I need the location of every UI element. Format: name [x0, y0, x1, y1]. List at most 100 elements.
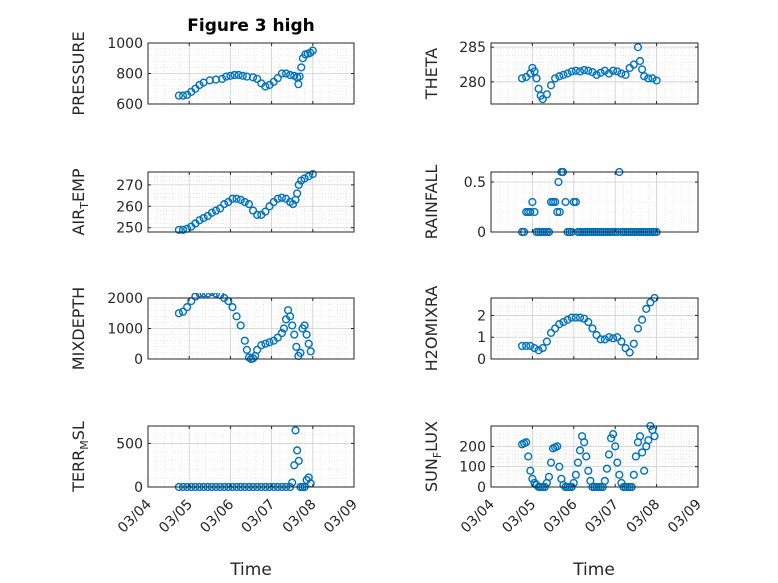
data-point: [218, 74, 227, 83]
data-point: [277, 193, 287, 202]
x-tick-label: 03/07: [582, 497, 622, 537]
data-markers: [174, 426, 315, 492]
data-point: [195, 216, 204, 225]
data-point: [644, 436, 653, 445]
data-point: [588, 324, 597, 333]
data-point: [304, 172, 313, 181]
data-point: [652, 76, 661, 85]
ylabel-main: MIXDEPTH: [69, 287, 88, 370]
data-point: [613, 333, 622, 342]
data-point: [273, 73, 282, 83]
y-tick-label: 0: [477, 225, 486, 241]
x-tick-label: 03/04: [458, 496, 498, 536]
data-point: [174, 309, 184, 318]
data-point: [606, 434, 616, 443]
data-point: [553, 442, 562, 451]
data-point: [621, 70, 630, 79]
data-point: [253, 345, 262, 354]
data-point: [563, 69, 572, 78]
data-point: [555, 72, 564, 81]
data-point: [542, 90, 551, 99]
data-point: [288, 321, 297, 330]
data-point: [596, 68, 605, 77]
axes-box: [490, 425, 699, 488]
data-point: [178, 91, 188, 100]
y-tick-label: 0: [477, 352, 486, 368]
data-point: [551, 324, 560, 333]
figure-title: Figure 3 high: [187, 16, 315, 36]
data-point: [592, 330, 601, 340]
ylabel-subscript: M: [78, 440, 91, 450]
data-point: [222, 72, 231, 81]
data-point: [530, 478, 539, 488]
x-tick-label: 03/09: [321, 497, 361, 537]
x-tick-label: 03/04: [115, 496, 155, 536]
data-point: [273, 194, 282, 203]
x-tick-label: 03/08: [624, 497, 664, 537]
data-point: [294, 180, 303, 189]
data-point: [522, 341, 531, 351]
subplot-air_temp: 250 260 270 AIRTEMP: [69, 168, 355, 237]
y-tick-label: 1000: [107, 36, 143, 52]
data-point: [195, 293, 204, 298]
data-point: [253, 210, 262, 219]
data-point: [178, 225, 188, 234]
data-point: [293, 189, 302, 198]
data-point: [609, 66, 618, 75]
data-point: [296, 348, 305, 358]
axes-box: [490, 42, 699, 105]
data-point: [265, 202, 274, 211]
y-tick-label: 2000: [107, 291, 143, 307]
data-point: [526, 466, 535, 475]
data-point: [633, 43, 643, 52]
ylabel-main: TERR: [69, 450, 88, 493]
data-point: [248, 73, 258, 82]
data-point: [277, 328, 287, 338]
data-point: [234, 70, 243, 80]
data-point: [609, 430, 618, 439]
data-point: [534, 84, 543, 93]
data-point: [629, 470, 638, 479]
data-point: [644, 74, 653, 83]
data-point: [294, 456, 303, 465]
data-point: [236, 195, 245, 204]
ylabel-h2omixra: H2OMIXRA: [422, 286, 441, 372]
data-point: [226, 71, 235, 80]
data-point: [300, 174, 309, 183]
ylabel-main: SUN: [422, 458, 441, 492]
data-point: [573, 458, 583, 467]
data-point: [178, 307, 188, 316]
data-point: [257, 341, 266, 350]
data-point: [174, 91, 184, 100]
data-point: [308, 170, 317, 179]
ylabel-rainfall: RAINFALL: [422, 165, 441, 240]
data-point: [292, 342, 301, 351]
ylabel-main: THETA: [422, 48, 441, 100]
ylabel-main: PRESSURE: [69, 31, 88, 115]
data-point: [291, 426, 300, 435]
ylabel-tail: EMP: [69, 168, 88, 202]
subplot-sun_flux: 0 100 200 03/04 03/05 03/06 03/07 03/08 03/09 SUN…: [422, 421, 705, 536]
data-point: [183, 303, 192, 312]
ylabel-tail: LUX: [422, 421, 441, 452]
data-point: [567, 313, 576, 322]
data-point: [554, 177, 563, 187]
data-point: [571, 470, 580, 479]
data-point: [551, 74, 560, 83]
y-tick-label: 600: [116, 97, 143, 113]
data-point: [567, 67, 576, 76]
data-point: [609, 334, 618, 343]
ylabel-main: H2OMIXRA: [422, 286, 441, 372]
axes-box: [147, 171, 355, 233]
data-point: [286, 312, 295, 321]
data-point: [615, 470, 624, 479]
data-point: [553, 207, 562, 217]
data-point: [228, 303, 237, 312]
data-point: [602, 464, 612, 473]
data-point: [517, 341, 527, 351]
ylabel-subscript: F: [431, 452, 444, 458]
data-point: [600, 476, 609, 486]
data-point: [240, 336, 249, 345]
data-point: [596, 335, 605, 344]
